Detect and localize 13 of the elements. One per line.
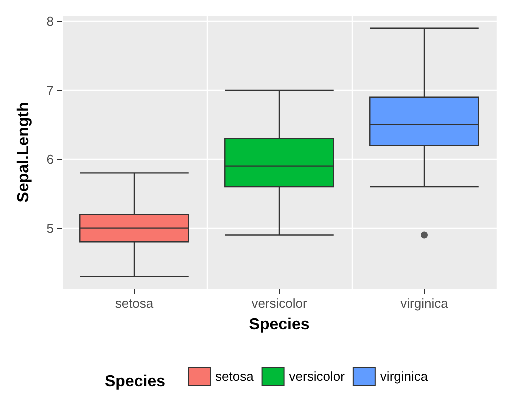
y-tick-label: 5 [46,220,54,236]
x-tick-label: setosa [115,296,154,311]
y-tick-label: 6 [46,152,54,167]
legend-label: setosa [216,369,255,384]
legend-label: versicolor [289,369,346,384]
y-tick-label: 8 [46,14,54,30]
x-tick-label: versicolor [252,296,308,311]
legend-title: Species [105,374,166,390]
legend-label: virginica [380,369,429,384]
x-tick-label: virginica [400,296,450,311]
y-tick-label: 7 [46,82,54,98]
x-axis-title: Species [249,316,310,334]
y-axis-title: Sepal.Length [16,102,32,203]
